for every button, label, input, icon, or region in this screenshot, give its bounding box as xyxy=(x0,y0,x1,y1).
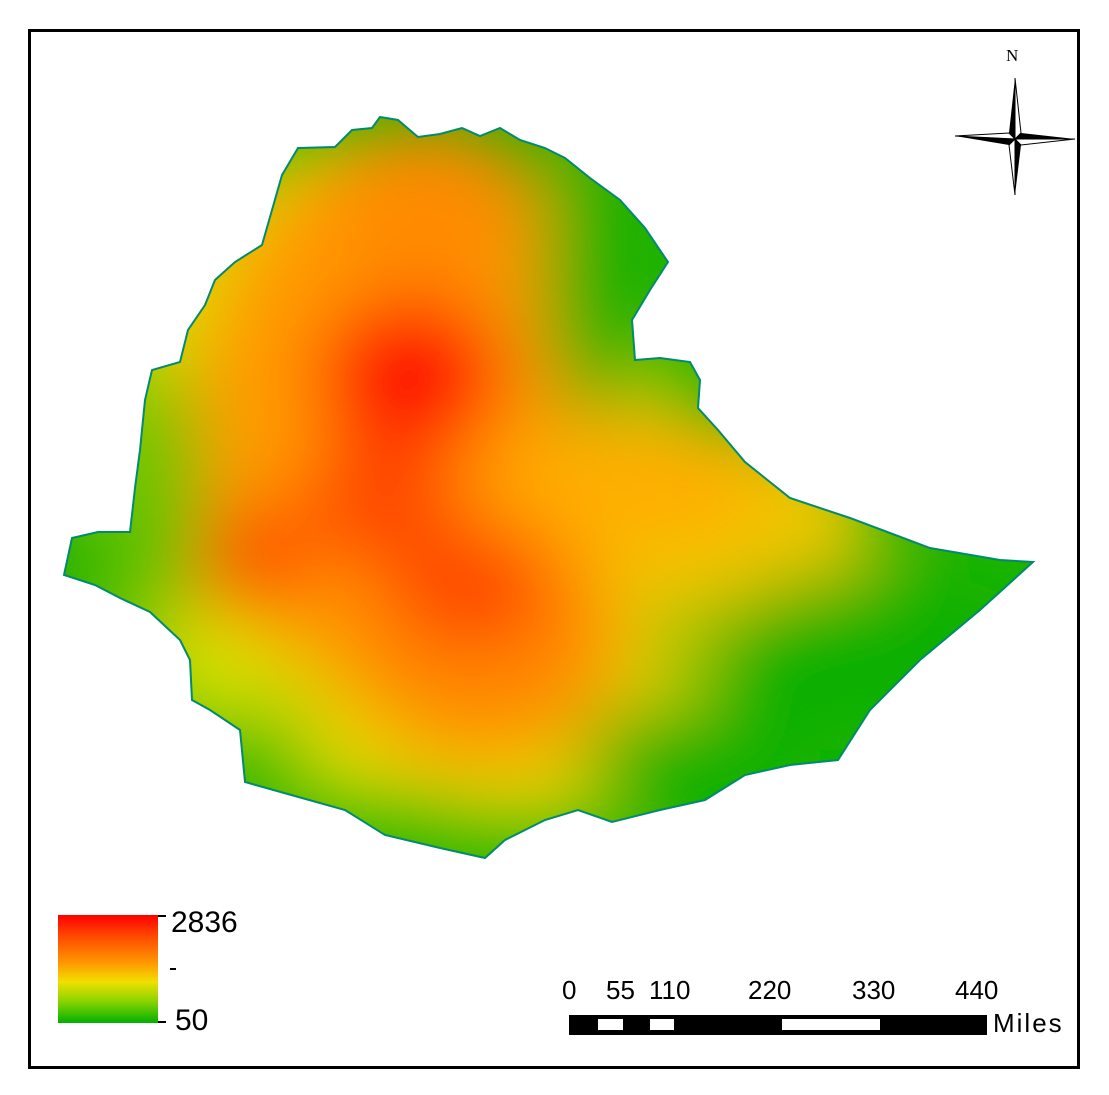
north-label: N xyxy=(1006,46,1019,65)
scale-tick-110: 110 xyxy=(649,975,691,1005)
legend-tick-max xyxy=(158,915,166,917)
scale-tick-0: 0 xyxy=(562,975,577,1005)
scale-tick-330: 330 xyxy=(852,975,896,1005)
scale-unit-label: Miles xyxy=(993,1008,1064,1038)
legend-color-ramp xyxy=(58,915,158,1023)
compass-rose-icon xyxy=(954,77,1076,196)
country-boundary xyxy=(62,115,1036,860)
legend-max-label: 2836 xyxy=(171,906,238,939)
legend-tick-min xyxy=(158,1021,166,1023)
scale-bar-segment xyxy=(782,1019,880,1030)
scale-tick-440: 440 xyxy=(955,975,999,1005)
elevation-surface xyxy=(64,117,1033,858)
scale-tick-220: 220 xyxy=(748,975,792,1005)
scale-bar-segment xyxy=(650,1019,674,1030)
legend-tick-mid xyxy=(170,968,176,970)
scale-bar xyxy=(569,1015,987,1035)
legend-min-label: 50 xyxy=(175,1004,209,1037)
scale-tick-55: 55 xyxy=(606,975,635,1005)
scale-bar-segment xyxy=(598,1019,623,1030)
